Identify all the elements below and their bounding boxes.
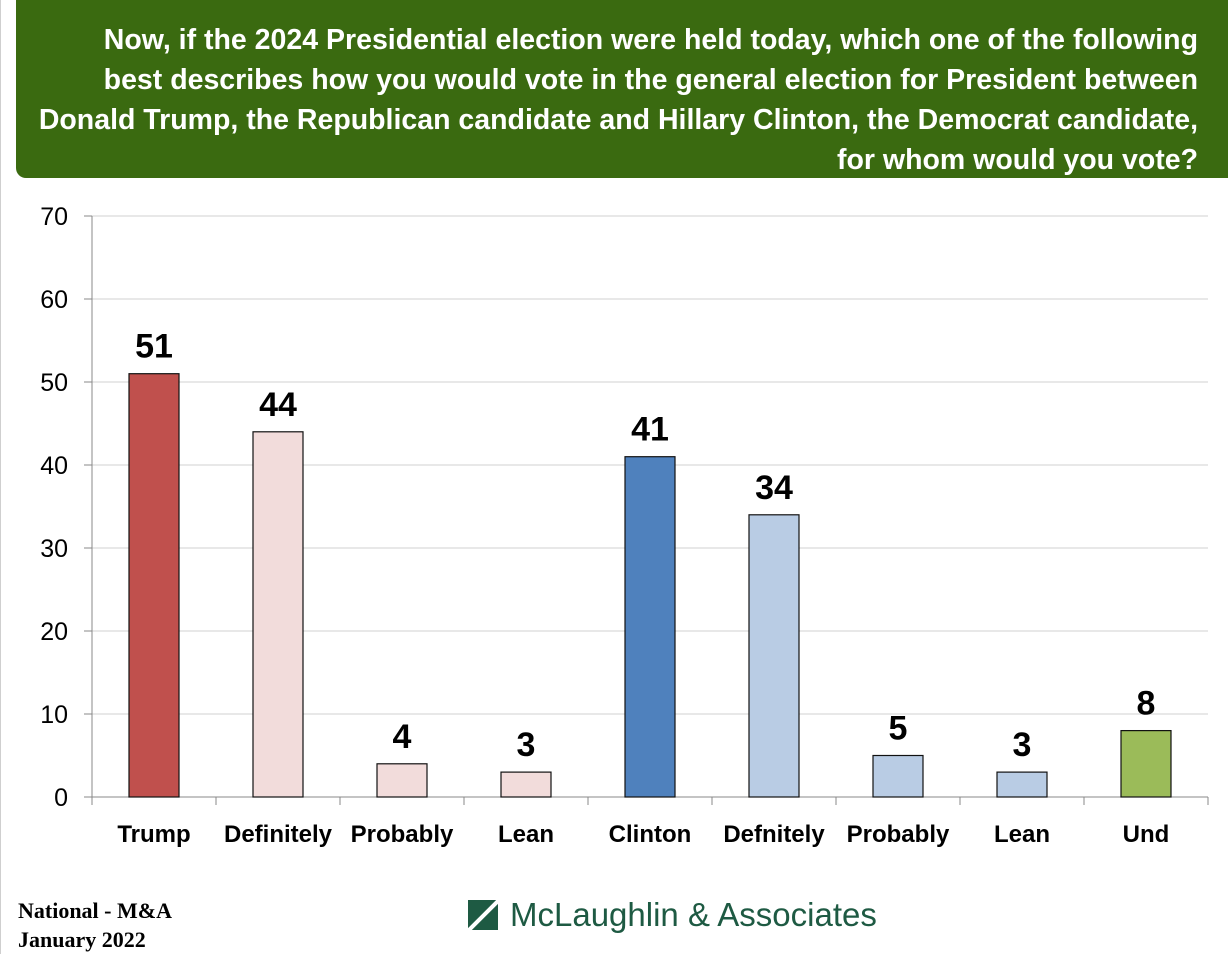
y-tick-label: 20 xyxy=(40,618,68,646)
bar-probably-2 xyxy=(376,763,428,798)
question-banner: Now, if the 2024 Presidential election w… xyxy=(16,0,1228,178)
y-tick-label: 60 xyxy=(40,286,68,314)
category-label: Und xyxy=(1123,821,1170,848)
brand: McLaughlin & Associates xyxy=(468,895,877,935)
diagonal-slash-logo-icon xyxy=(468,900,498,930)
data-label: 5 xyxy=(889,710,908,748)
left-border xyxy=(0,0,1,954)
source-line-1: National - M&A xyxy=(18,898,172,923)
data-label: 44 xyxy=(259,386,297,424)
source-line-2: January 2022 xyxy=(18,927,146,952)
bar-defnitely-5 xyxy=(748,514,800,798)
category-label: Trump xyxy=(117,821,190,848)
data-label: 41 xyxy=(631,411,669,449)
y-tick-label: 10 xyxy=(40,701,68,729)
source-note: National - M&A January 2022 xyxy=(18,896,172,954)
y-tick-label: 70 xyxy=(40,203,68,231)
data-label: 4 xyxy=(393,718,412,756)
bar-definitely-1 xyxy=(252,431,304,798)
category-label: Clinton xyxy=(609,821,692,848)
data-label: 34 xyxy=(755,469,793,507)
category-label: Defnitely xyxy=(723,821,825,848)
data-label: 3 xyxy=(517,726,536,764)
data-label: 3 xyxy=(1013,726,1032,764)
bar-lean-3 xyxy=(500,771,552,798)
category-label: Probably xyxy=(351,821,454,848)
category-label: Definitely xyxy=(224,821,333,848)
y-tick-label: 50 xyxy=(40,369,68,397)
category-label: Probably xyxy=(847,821,950,848)
bar-trump-0 xyxy=(128,373,180,798)
question-text: Now, if the 2024 Presidential election w… xyxy=(38,24,1198,176)
y-tick-label: 0 xyxy=(54,784,68,812)
bars xyxy=(128,373,1172,798)
data-label: 51 xyxy=(135,328,173,366)
data-label: 8 xyxy=(1137,685,1156,723)
y-axis: 0 10 20 30 40 50 60 70 xyxy=(40,203,1209,812)
brand-name: McLaughlin & Associates xyxy=(510,896,877,933)
x-axis-labels: Trump Definitely Probably Lean Clinton Defnit… xyxy=(117,821,1169,848)
category-label: Lean xyxy=(498,821,554,848)
bar-und-8 xyxy=(1120,729,1172,798)
bar-lean-7 xyxy=(996,771,1048,798)
bar-probably-6 xyxy=(872,754,924,798)
y-tick-label: 30 xyxy=(40,535,68,563)
y-tick-label: 40 xyxy=(40,452,68,480)
bar-clinton-4 xyxy=(624,456,676,798)
category-label: Lean xyxy=(994,821,1050,848)
